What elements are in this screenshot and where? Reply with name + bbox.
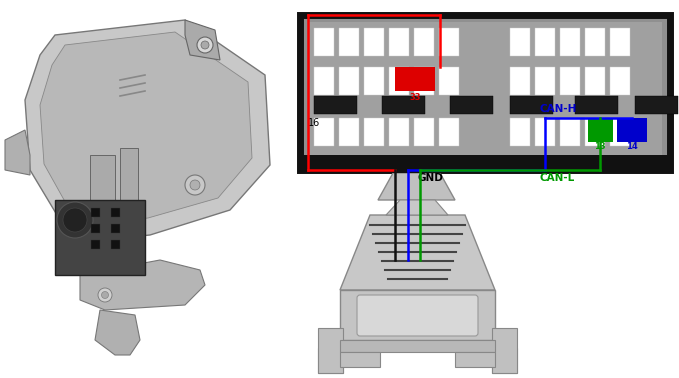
Circle shape — [197, 37, 213, 53]
Bar — [585, 67, 605, 95]
Text: CAN-H: CAN-H — [540, 104, 577, 114]
Bar — [314, 67, 334, 95]
Bar — [364, 67, 384, 95]
Text: 16: 16 — [308, 118, 320, 128]
Bar — [585, 28, 605, 56]
Polygon shape — [378, 173, 455, 200]
Bar — [535, 28, 555, 56]
Polygon shape — [185, 20, 220, 60]
Bar — [339, 67, 359, 95]
Circle shape — [101, 291, 109, 299]
Circle shape — [190, 180, 200, 190]
Polygon shape — [95, 310, 140, 355]
Bar — [91, 224, 100, 233]
Bar — [610, 28, 630, 56]
Bar — [339, 118, 359, 146]
Bar — [55, 200, 145, 275]
Text: 33: 33 — [409, 93, 421, 102]
Bar — [300, 15, 670, 170]
Bar — [535, 67, 555, 95]
Bar — [120, 148, 138, 203]
Bar — [635, 96, 678, 114]
Bar — [575, 96, 618, 114]
Bar — [389, 118, 409, 146]
Bar — [300, 155, 670, 173]
Bar — [510, 118, 530, 146]
Bar — [340, 290, 495, 340]
Bar — [492, 348, 517, 373]
Bar — [492, 328, 517, 373]
Bar — [439, 67, 459, 95]
Bar — [414, 67, 434, 95]
Polygon shape — [386, 200, 448, 215]
Bar — [308, 22, 662, 163]
Bar — [414, 28, 434, 56]
Bar — [340, 352, 380, 367]
Circle shape — [57, 202, 93, 238]
Bar — [340, 340, 495, 352]
Text: GND: GND — [417, 173, 443, 183]
Bar — [382, 96, 425, 114]
Text: 13: 13 — [594, 142, 606, 151]
Bar — [314, 28, 334, 56]
Bar — [318, 328, 343, 373]
Bar — [314, 96, 357, 114]
Bar — [610, 67, 630, 95]
Bar — [510, 28, 530, 56]
Bar — [91, 208, 100, 217]
Circle shape — [201, 41, 209, 49]
Bar — [111, 240, 120, 249]
Polygon shape — [40, 32, 252, 223]
Bar — [111, 208, 120, 217]
Bar — [90, 155, 115, 205]
Bar — [610, 118, 630, 146]
Bar — [560, 28, 580, 56]
Bar — [318, 348, 343, 373]
Bar — [585, 118, 605, 146]
Polygon shape — [25, 20, 270, 240]
Bar — [439, 28, 459, 56]
Text: 14: 14 — [626, 142, 638, 151]
Bar — [314, 118, 334, 146]
Bar — [617, 118, 647, 142]
FancyBboxPatch shape — [357, 295, 478, 336]
Circle shape — [185, 175, 205, 195]
Bar — [414, 118, 434, 146]
Bar — [510, 96, 553, 114]
Bar — [560, 118, 580, 146]
Bar — [439, 118, 459, 146]
Bar — [560, 67, 580, 95]
Bar — [510, 67, 530, 95]
Bar — [588, 118, 613, 142]
Polygon shape — [5, 130, 30, 175]
Circle shape — [63, 208, 87, 232]
Bar — [450, 96, 493, 114]
Text: CAN-L: CAN-L — [540, 173, 575, 183]
Bar — [389, 28, 409, 56]
Polygon shape — [80, 260, 205, 310]
Bar — [364, 28, 384, 56]
Bar — [395, 67, 435, 91]
Bar — [91, 240, 100, 249]
Bar — [389, 67, 409, 95]
Circle shape — [98, 288, 112, 302]
Bar — [455, 352, 495, 367]
Bar — [111, 224, 120, 233]
Bar — [364, 118, 384, 146]
Bar — [339, 28, 359, 56]
Bar — [535, 118, 555, 146]
Polygon shape — [340, 215, 495, 290]
